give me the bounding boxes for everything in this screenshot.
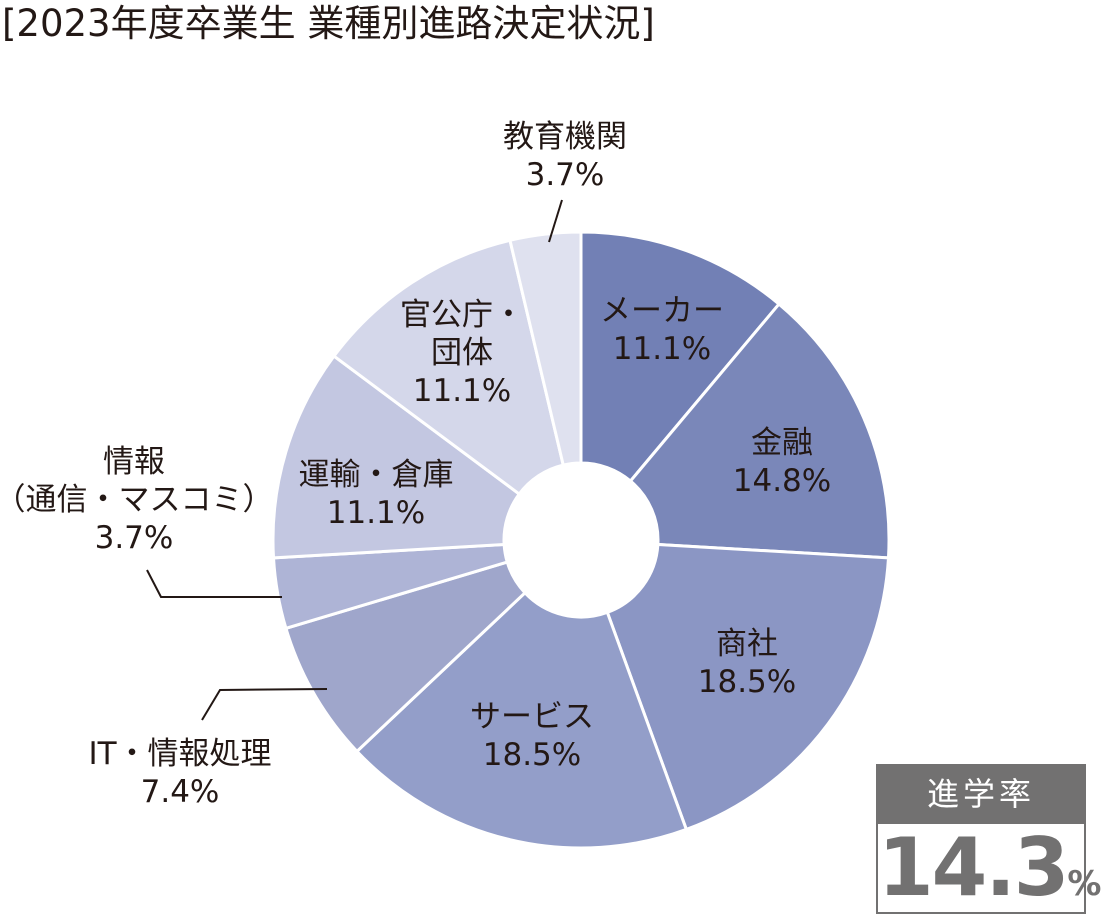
label-maker-name: メーカー	[600, 293, 724, 329]
advancement-rate-value: 14.3	[878, 821, 1069, 914]
label-finance: 金融 14.8%	[733, 424, 831, 500]
donut-slice	[354, 590, 689, 850]
label-it-name: IT・情報処理	[88, 736, 272, 772]
donut-slice	[331, 238, 566, 497]
advancement-rate-body: 14.3%	[876, 821, 1101, 914]
label-government-value: 11.1%	[412, 373, 512, 409]
label-finance-name: 金融	[750, 425, 813, 461]
label-it-value: 7.4%	[140, 774, 220, 810]
label-info-sub: （通信・マスコミ）	[0, 482, 274, 518]
chart-title: [2023年度卒業生 業種別進路決定状況]	[2, 2, 655, 45]
label-info: 情報 （通信・マスコミ） 3.7%	[0, 443, 274, 557]
label-trading-name: 商社	[715, 626, 778, 662]
label-finance-value: 14.8%	[732, 463, 832, 499]
label-service-value: 18.5%	[482, 737, 582, 773]
label-transport-value: 11.1%	[326, 495, 426, 531]
donut-slice	[271, 353, 522, 560]
donut-slice	[628, 301, 891, 560]
label-government-name2: 団体	[431, 335, 493, 371]
label-education-name: 教育機関	[503, 119, 627, 155]
donut-slice	[508, 230, 583, 467]
label-it: IT・情報処理 7.4%	[88, 735, 271, 811]
label-service: サービス 18.5%	[470, 698, 594, 774]
advancement-rate-label: 進学率	[876, 764, 1086, 824]
donut-slice	[579, 230, 782, 484]
leader-line-info	[146, 569, 282, 598]
label-trading: 商社 18.5%	[698, 625, 796, 701]
leader-line-it	[201, 688, 328, 721]
label-education-value: 3.7%	[525, 157, 605, 193]
label-maker: メーカー 11.1%	[600, 292, 724, 368]
advancement-rate-box: 進学率 14.3%	[876, 764, 1101, 916]
label-government-name: 官公庁・	[400, 297, 524, 333]
donut-slice	[284, 560, 528, 754]
label-trading-value: 18.5%	[697, 664, 797, 700]
label-maker-value: 11.1%	[612, 331, 712, 367]
label-info-value: 3.7%	[94, 520, 174, 556]
label-transport-name: 運輸・倉庫	[298, 457, 454, 493]
label-government: 官公庁・ 団体 11.1%	[400, 296, 524, 410]
leader-line-education	[548, 199, 563, 243]
label-education: 教育機関 3.7%	[503, 118, 627, 194]
donut-slices	[271, 230, 891, 850]
label-service-name: サービス	[470, 699, 594, 735]
label-info-name: 情報	[103, 444, 165, 480]
label-transport: 運輸・倉庫 11.1%	[299, 456, 454, 532]
donut-slice	[605, 542, 891, 832]
advancement-rate-unit: %	[1067, 864, 1102, 904]
